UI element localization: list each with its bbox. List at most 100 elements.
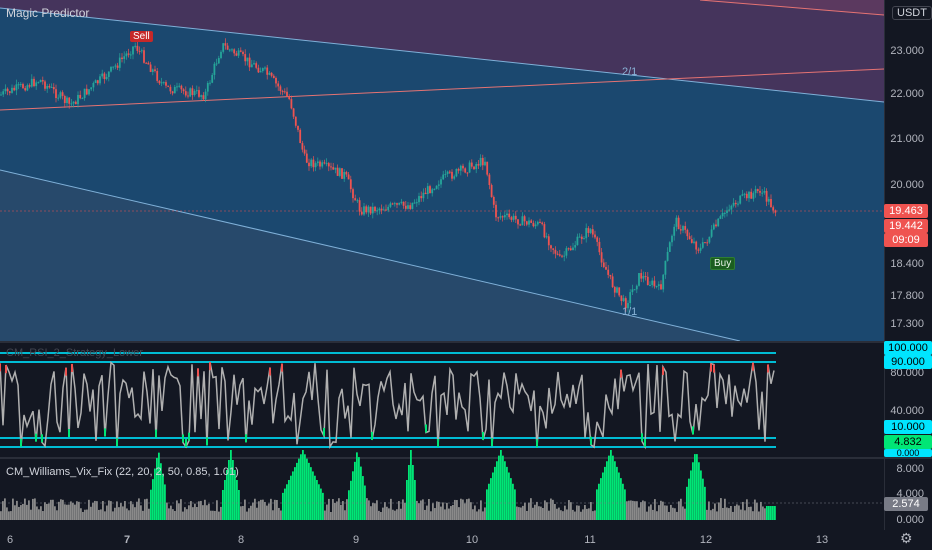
candle-body [508,213,511,218]
candle-body [435,185,438,189]
vix-bar [94,500,96,520]
vix-bar [304,454,306,520]
chart-settings-icon[interactable]: ⚙ [900,530,913,546]
rsi-pane-title[interactable]: CM_RSI_2_Strategy_Lower [6,347,143,359]
vix-bar [404,502,406,520]
vix-bar [416,500,418,520]
candle-body [209,82,211,84]
vix-bar [768,506,770,520]
vix-bar [16,500,18,520]
candle-body [649,284,651,286]
vix-bar [226,470,228,520]
vix-bar [254,498,256,520]
candle-body [376,210,379,212]
candle-body [409,205,412,209]
vix-bar [252,502,254,520]
vix-bar [374,503,376,520]
candle-body [176,86,178,88]
candle-body [325,163,328,165]
candle-body [171,91,174,94]
candle-body [356,200,359,202]
candle-body [314,163,317,168]
vix-bar [494,466,496,520]
candle-body [761,192,764,194]
candle-body [358,200,361,212]
upper-band-area [0,0,884,102]
candle-body [635,285,638,290]
vix-bar [480,500,482,520]
vix-bar [476,511,478,520]
candle-body [99,76,101,84]
candle-body [391,203,394,205]
candle-body [763,190,766,193]
candle-body [481,157,484,166]
vix-bar [418,503,420,520]
candle-body [125,53,128,57]
candle-body [618,287,621,296]
candle-body [490,184,493,197]
candle-body [26,85,29,91]
candle-body [732,202,735,206]
candle-body [596,237,599,242]
candle-body [534,224,537,227]
vix-bar [464,503,466,520]
candle-body [475,164,478,170]
candle-body [239,50,242,52]
vix-bar [78,501,80,520]
vix-bar [162,473,164,520]
candle-body [11,87,13,93]
vix-bar [302,450,304,520]
candle-body [532,222,535,227]
vix-bar [354,461,356,520]
vix-bar [130,501,132,520]
candle-body [345,171,348,175]
vix-bar [524,502,526,520]
candle-body [455,168,458,177]
candle-body [92,82,95,88]
candle-body [264,67,266,69]
candle-body [2,91,5,95]
vix-bar [150,489,152,520]
vix-bar [122,506,124,520]
candle-body [173,86,176,94]
vix-bar [666,505,668,520]
vix-bar [242,506,244,520]
currency-badge[interactable]: USDT [892,6,932,20]
vix-pane-title[interactable]: CM_Williams_Vix_Fix (22, 20, 2, 50, 0.85… [6,466,239,478]
candle-body [539,221,541,223]
candle-body [156,70,159,81]
vix-bar [8,511,10,520]
vix-bar [320,488,322,520]
vix-bar [772,506,774,520]
candle-body [576,236,579,246]
vix-bar [52,499,54,520]
symbol-title[interactable]: Magic Predictor [6,6,90,20]
candle-body [770,199,772,208]
vix-bar [274,499,276,520]
candle-body [501,216,504,218]
vix-bar [658,505,660,520]
candle-body [453,176,456,179]
vix-bar [314,475,316,520]
vix-bar [686,486,688,520]
candle-body [558,254,561,256]
candle-body [299,129,302,144]
candle-body [72,101,75,104]
candle-body [506,213,508,216]
vix-bar [258,501,260,520]
candle-body [704,242,706,244]
vix-bar [0,511,2,520]
vix-bar [730,506,732,520]
candle-body [211,74,214,83]
vix-bar [744,510,746,520]
vix-bar [750,506,752,520]
candle-body [638,273,640,286]
candle-body [523,216,526,222]
candle-body [739,195,742,204]
candle-body [545,236,548,238]
vix-bar [334,502,336,520]
vix-bar [370,506,372,520]
vix-bar [346,499,348,520]
vix-bar [590,502,592,520]
